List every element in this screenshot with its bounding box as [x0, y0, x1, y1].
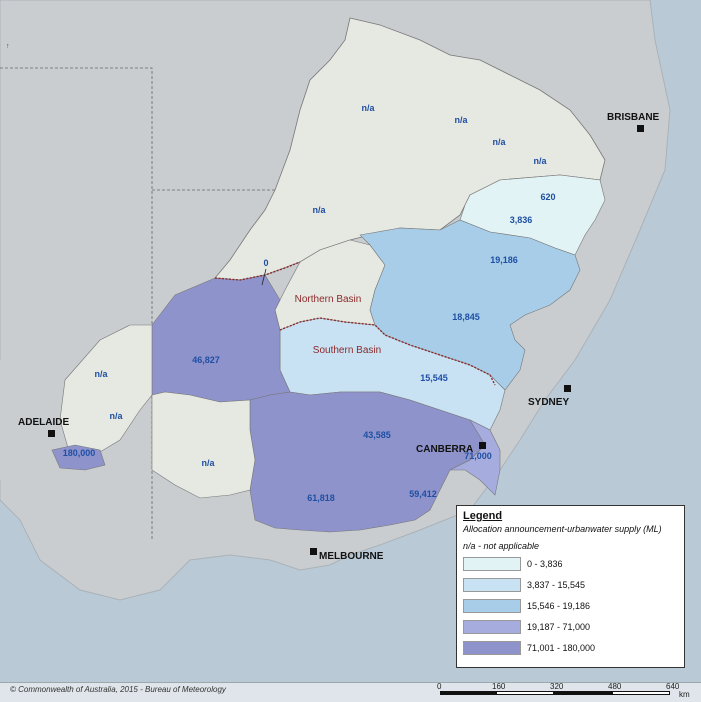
label-na4: n/a: [533, 156, 547, 166]
label-r71000: 71,000: [464, 451, 492, 461]
north-arrow-icon: ↑: [6, 43, 10, 50]
legend-item: 3,837 - 15,545: [463, 577, 678, 593]
label-na1: n/a: [361, 103, 375, 113]
southern-basin-label: Southern Basin: [313, 345, 381, 356]
label-r15545: 15,545: [420, 373, 448, 383]
label-r620: 620: [540, 192, 555, 202]
legend-item: 15,546 - 19,186: [463, 598, 678, 614]
basin-boundary: [214, 261, 496, 386]
label-na6: n/a: [94, 369, 108, 379]
label-r59412: 59,412: [409, 489, 437, 499]
label-r3836: 3,836: [510, 215, 533, 225]
leader-line: [261, 268, 267, 286]
legend-swatch: [463, 578, 521, 592]
sydney-marker: [564, 385, 571, 392]
region-43585-61818: [249, 391, 491, 533]
melbourne-marker: [310, 548, 317, 555]
label-na5: n/a: [312, 205, 326, 215]
legend-swatch: [463, 620, 521, 634]
region-71000: [449, 419, 501, 496]
label-r18845: 18,845: [452, 312, 480, 322]
scale-tick: 640: [666, 682, 680, 691]
label-r61818: 61,818: [307, 493, 335, 503]
peninsula: [0, 340, 40, 480]
legend-label: 15,546 - 19,186: [527, 601, 591, 611]
brisbane-marker: [637, 125, 644, 132]
northern-basin-label: Northern Basin: [295, 294, 362, 305]
legend-label: 19,187 - 71,000: [527, 622, 591, 632]
adelaide-label: ADELAIDE: [18, 417, 69, 428]
scale-bar: 0 160 320 480 640 km: [436, 682, 696, 701]
legend-label: 71,001 - 180,000: [527, 643, 596, 653]
label-r46827: 46,827: [192, 355, 220, 365]
legend-subtitle: Allocation announcement-urbanwater suppl…: [463, 524, 662, 534]
scale-bar-segment: [554, 691, 612, 695]
copyright-text: © Commonwealth of Australia, 2015 - Bure…: [10, 685, 226, 694]
scale-tick: 160: [492, 682, 506, 691]
label-na3: n/a: [492, 137, 506, 147]
region-na-southwest: [151, 391, 256, 499]
label-r180000: 180,000: [63, 448, 96, 458]
legend-item: 19,187 - 71,000: [463, 619, 678, 635]
canberra-label: CANBERRA: [416, 444, 473, 455]
region-19186-18845: [359, 219, 581, 391]
scale-tick: 0: [437, 682, 442, 691]
legend-note: n/a - not applicable: [463, 541, 540, 551]
label-r43585: 43,585: [363, 430, 391, 440]
scale-tick: 480: [608, 682, 622, 691]
legend-title: Legend: [463, 510, 503, 522]
legend-swatch: [463, 557, 521, 571]
scale-bar-segment: [440, 691, 496, 695]
label-r0: 0: [263, 258, 268, 268]
scale-tick: 320: [550, 682, 564, 691]
label-na7: n/a: [109, 411, 123, 421]
region-180000: [51, 444, 106, 471]
sydney-label: SYDNEY: [528, 397, 569, 408]
adelaide-marker: [48, 430, 55, 437]
scale-unit: km: [679, 690, 690, 699]
legend-label: 3,837 - 15,545: [527, 580, 586, 590]
melbourne-label: MELBOURNE: [319, 551, 384, 562]
label-r19186: 19,186: [490, 255, 518, 265]
scale-bar-segment: [612, 691, 670, 695]
legend-swatch: [463, 641, 521, 655]
label-na8: n/a: [201, 458, 215, 468]
footer-bar: [0, 682, 701, 702]
legend-box: Legend Allocation announcement-urbanwate…: [456, 505, 685, 668]
region-na-west: [59, 324, 153, 456]
brisbane-label: BRISBANE: [607, 112, 660, 123]
canberra-marker: [479, 442, 486, 449]
scale-bar-segment: [496, 691, 554, 695]
legend-swatch: [463, 599, 521, 613]
legend-item: 71,001 - 180,000: [463, 640, 678, 656]
legend-item: 0 - 3,836: [463, 556, 678, 572]
label-na2: n/a: [454, 115, 468, 125]
legend-label: 0 - 3,836: [527, 559, 563, 569]
